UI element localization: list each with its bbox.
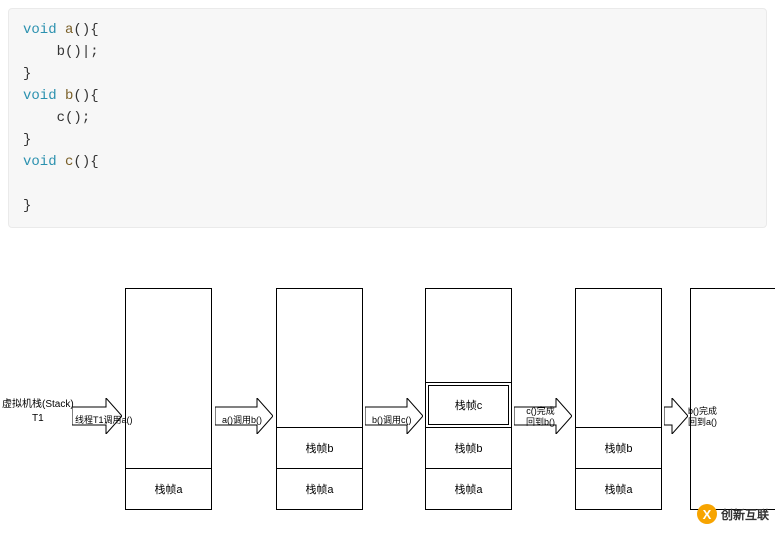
stack-frame: 栈帧b <box>426 427 511 468</box>
arrow-label: c()完成回到b() <box>526 406 555 428</box>
stack-frame: 栈帧a <box>277 468 362 509</box>
stack-column: 栈帧b栈帧a <box>575 288 662 510</box>
code-line: void a(){ b()|; } void b(){ c(); } void … <box>23 22 99 214</box>
code-block: void a(){ b()|; } void b(){ c(); } void … <box>8 8 767 228</box>
arrow-label: 线程T1调用a() <box>75 413 133 426</box>
stack-frame: 栈帧c <box>426 382 511 427</box>
logo-badge: X <box>697 504 717 524</box>
stack-column: 栈帧a <box>125 288 212 510</box>
arrow-label: b()调用c() <box>372 413 412 426</box>
stack-diagram: 虚拟机栈(Stack)T1 栈帧a栈帧b栈帧a栈帧c栈帧b栈帧a栈帧b栈帧a X… <box>0 278 775 528</box>
vm-stack-label: 虚拟机栈(Stack)T1 <box>2 398 74 426</box>
stack-frame: 栈帧b <box>277 427 362 468</box>
stack-column <box>690 288 775 510</box>
code-body: c(); <box>57 110 91 126</box>
stack-frame: 栈帧a <box>126 468 211 509</box>
arrow-label: b()完成回到a() <box>688 406 717 428</box>
kw-void: void <box>23 88 57 104</box>
arrow-label: a()调用b() <box>222 413 262 426</box>
logo-glyph: X <box>697 504 717 524</box>
watermark-logo: X 创新互联 <box>697 504 769 524</box>
stack-column: 栈帧b栈帧a <box>276 288 363 510</box>
flow-arrow <box>664 398 688 434</box>
logo-text: 创新互联 <box>721 506 769 523</box>
code-body: b()|; <box>57 44 99 60</box>
stack-column: 栈帧c栈帧b栈帧a <box>425 288 512 510</box>
stack-frame-label: 栈帧c <box>428 385 509 425</box>
stack-frame: 栈帧a <box>426 468 511 509</box>
stack-frame: 栈帧b <box>576 427 661 468</box>
kw-void: void <box>23 154 57 170</box>
stack-frame: 栈帧a <box>576 468 661 509</box>
kw-void: void <box>23 22 57 38</box>
